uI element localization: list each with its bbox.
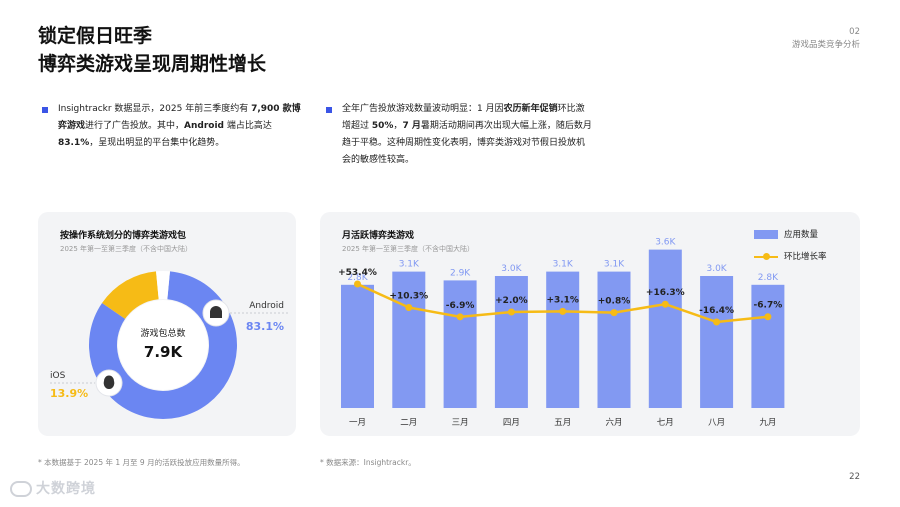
bullet-marker [326, 107, 332, 113]
bar-5 [546, 271, 580, 408]
donut-center [118, 300, 208, 390]
logo-icon [10, 481, 32, 497]
x-tick-8: 八月 [708, 418, 725, 428]
bar-2 [392, 271, 426, 408]
growth-point-8 [713, 318, 721, 326]
x-tick-3: 三月 [452, 418, 469, 428]
donut-slice-other [156, 270, 170, 300]
x-tick-7: 七月 [657, 418, 674, 428]
apple-icon [103, 375, 115, 390]
growth-point-5 [559, 307, 567, 315]
title-line-2: 博弈类游戏呈现周期性增长 [38, 53, 267, 75]
growth-label-3: -6.9% [446, 301, 475, 311]
bar-label-9: 2.8K [758, 273, 779, 283]
bar-6 [597, 271, 631, 408]
legend-line-swatch [754, 252, 778, 261]
brand-logo: 大数跨境 [10, 478, 96, 498]
growth-point-6 [610, 309, 618, 317]
donut-slice-ios [102, 271, 159, 319]
android-pct: 83.1% [246, 320, 284, 333]
bar-label-6: 3.1K [604, 260, 625, 270]
donut-subtitle: 2025 年第一至第三季度（不含中国大陆） [60, 245, 193, 253]
donut-center-value: 7.9K [144, 343, 184, 361]
growth-label-2: +10.3% [389, 291, 428, 301]
growth-label-8: -16.4% [699, 306, 734, 316]
ios-label: iOS [50, 371, 66, 381]
bar-label-2: 3.1K [399, 260, 420, 270]
legend-bar-swatch [754, 230, 778, 239]
footnote-right: * 数据来源：Insightrackr。 [320, 458, 416, 467]
growth-label-4: +2.0% [495, 296, 528, 306]
title-line-1: 锁定假日旺季 [38, 25, 153, 47]
growth-label-9: -6.7% [754, 301, 783, 311]
growth-point-4 [507, 308, 515, 316]
donut-title: 按操作系统划分的博弈类游戏包 [60, 231, 187, 241]
bar-9 [751, 284, 785, 408]
bar-label-8: 3.0K [706, 264, 727, 274]
growth-label-7: +16.3% [646, 288, 685, 298]
growth-point-9 [764, 313, 772, 321]
ios-pct: 13.9% [50, 387, 88, 400]
x-tick-5: 五月 [554, 418, 571, 428]
donut-slice-android [89, 271, 238, 419]
android-label: Android [249, 301, 284, 311]
growth-point-1 [354, 280, 361, 288]
bar-8 [700, 276, 734, 408]
bar-4 [494, 276, 528, 408]
bar-1 [341, 284, 374, 408]
section-tag: 02 游戏品类竞争分析 [792, 26, 860, 52]
section-number: 02 [849, 27, 860, 37]
android-icon [210, 306, 222, 318]
growth-label-1: +53.4% [338, 268, 377, 278]
page-number: 22 [849, 472, 860, 482]
donut-center-label: 游戏包总数 [140, 327, 185, 339]
x-tick-9: 九月 [759, 418, 776, 428]
bar-3 [443, 280, 477, 408]
bar-label-5: 3.1K [553, 260, 574, 270]
monthly-title: 月活跃博弈类游戏 [342, 231, 415, 241]
section-name: 游戏品类竞争分析 [791, 40, 860, 50]
bar-7 [648, 249, 682, 408]
x-tick-2: 二月 [400, 418, 417, 428]
legend-line: 环比增长率 [754, 250, 827, 262]
legend-bar: 应用数量 [754, 228, 818, 240]
footnote-left: * 本数据基于 2025 年 1 月至 9 月的活跃投放应用数量所得。 [38, 458, 245, 467]
bar-label-3: 2.9K [450, 268, 471, 278]
growth-point-7 [661, 300, 669, 308]
bullet-left: Insightrackr 数据显示，2025 年前三季度约有 7,900 款博弈… [42, 101, 308, 152]
x-tick-4: 四月 [503, 418, 520, 428]
bullet-right: 全年广告投放游戏数量波动明显：1 月因农历新年促销环比激增超过 50%，7 月暑… [326, 101, 592, 169]
growth-point-3 [456, 313, 464, 321]
monthly-subtitle: 2025 年第一至第三季度（不含中国大陆） [342, 245, 475, 253]
x-tick-1: 一月 [349, 418, 366, 428]
bar-label-7: 3.6K [655, 238, 676, 248]
bullet-marker [42, 107, 48, 113]
growth-point-2 [405, 303, 413, 311]
bar-label-4: 3.0K [501, 264, 522, 274]
bar-label-1: 2.8K [347, 273, 368, 283]
x-tick-6: 六月 [605, 417, 622, 428]
page-title: 锁定假日旺季 博弈类游戏呈现周期性增长 [38, 22, 266, 78]
growth-label-6: +0.8% [598, 297, 631, 307]
growth-label-5: +3.1% [546, 295, 579, 305]
